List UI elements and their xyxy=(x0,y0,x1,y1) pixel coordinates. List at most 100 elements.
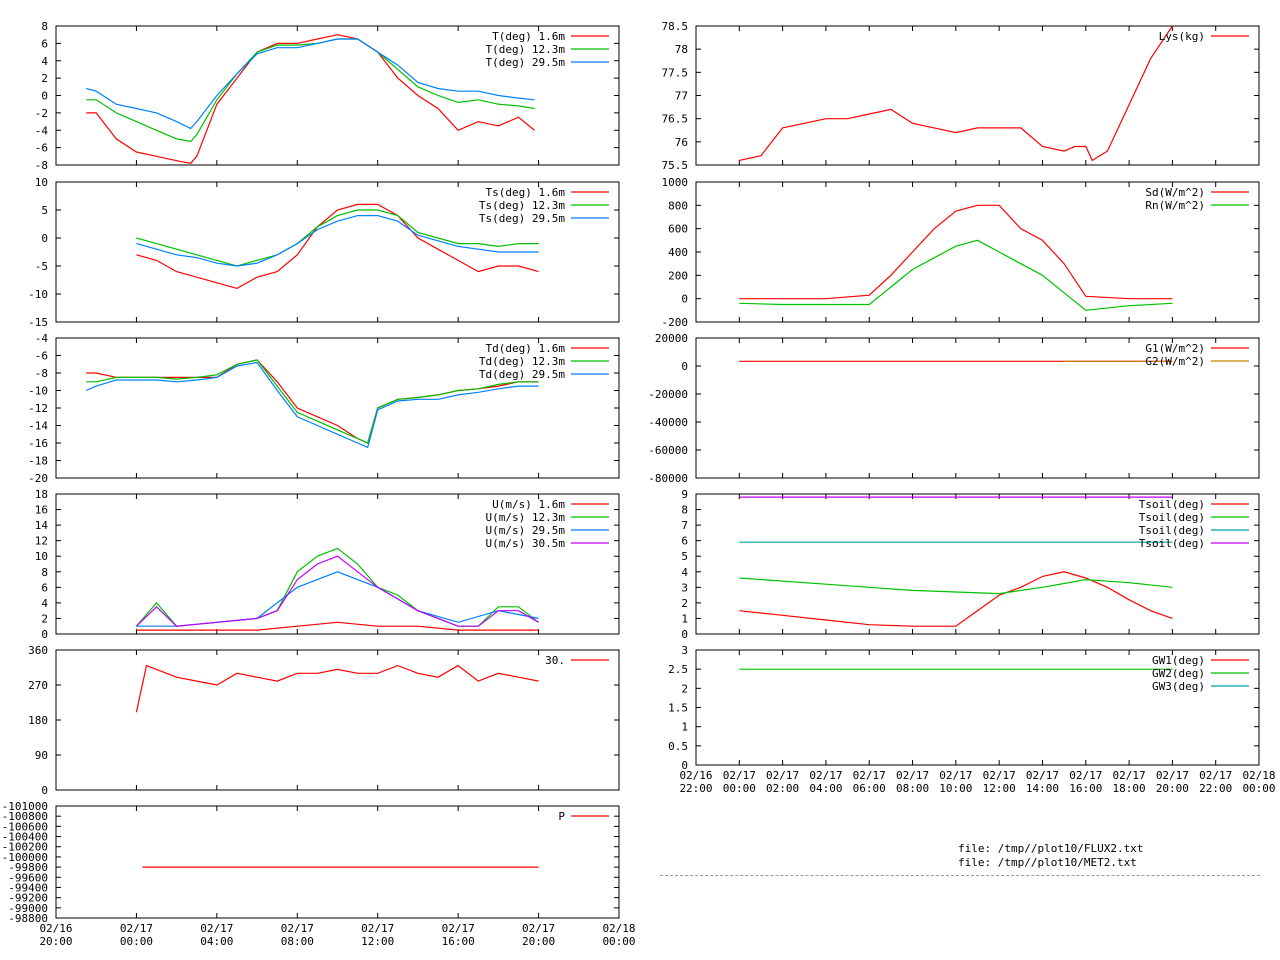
x-tick-label: 22:00 xyxy=(679,782,712,795)
y-tick-label: -10 xyxy=(28,385,48,398)
legend-label: U(m/s) 12.3m xyxy=(486,511,566,524)
y-tick-label: 0.5 xyxy=(668,740,688,753)
x-tick-label: 00:00 xyxy=(120,935,153,948)
legend-label: GW3(deg) xyxy=(1152,680,1205,693)
y-tick-label: -15 xyxy=(28,316,48,329)
legend-label: Tsoil(deg) xyxy=(1139,511,1205,524)
x-tick-label: 02/17 xyxy=(723,769,756,782)
series-line xyxy=(136,571,539,627)
file-label-met: file: /tmp//plot10/MET2.txt xyxy=(958,856,1137,869)
legend-label: GW1(deg) xyxy=(1152,654,1205,667)
y-tick-label: 9 xyxy=(681,488,688,501)
y-tick-label: -4 xyxy=(35,332,49,345)
plot-frame xyxy=(695,25,1260,166)
y-tick-label: -99200 xyxy=(8,892,48,905)
x-tick-label: 02/17 xyxy=(281,922,314,935)
x-tick-label: 16:00 xyxy=(442,935,475,948)
y-tick-label: 6 xyxy=(41,37,48,50)
y-tick-label: 0 xyxy=(41,90,48,103)
y-tick-label: -16 xyxy=(28,437,48,450)
y-tick-label: -60000 xyxy=(648,444,688,457)
x-tick-label: 14:00 xyxy=(1026,782,1059,795)
legend-label: Td(deg) 1.6m xyxy=(486,342,566,355)
y-tick-label: 1000 xyxy=(662,176,689,189)
series-line xyxy=(136,621,539,631)
y-tick-label: -5 xyxy=(35,260,48,273)
y-tick-label: 75.5 xyxy=(662,159,689,172)
x-tick-label: 02/17 xyxy=(361,922,394,935)
legend-label: U(m/s) 1.6m xyxy=(492,498,565,511)
y-tick-label: 3 xyxy=(681,644,688,657)
y-tick-label: -99800 xyxy=(8,861,48,874)
x-tick-label: 02/17 xyxy=(522,922,555,935)
x-tick-label: 00:00 xyxy=(1242,782,1275,795)
x-tick-label: 02/18 xyxy=(1242,769,1275,782)
x-tick-label: 12:00 xyxy=(361,935,394,948)
y-tick-label: 12 xyxy=(35,535,48,548)
y-tick-label: 77 xyxy=(675,90,688,103)
x-tick-label: 18:00 xyxy=(1113,782,1146,795)
y-tick-label: 200 xyxy=(668,269,688,282)
y-tick-label: 5 xyxy=(681,550,688,563)
y-tick-label: -99000 xyxy=(8,902,48,915)
x-tick-label: 02/16 xyxy=(679,769,712,782)
y-tick-label: -100200 xyxy=(2,841,48,854)
x-tick-label: 02/17 xyxy=(1199,769,1232,782)
series-line xyxy=(739,577,1173,595)
legend-label: Lys(kg) xyxy=(1159,30,1205,43)
plot-frame xyxy=(695,493,1260,635)
y-tick-label: 600 xyxy=(668,223,688,236)
x-tick-label: 02/18 xyxy=(602,922,635,935)
series-line xyxy=(86,34,535,164)
x-tick-label: 02/17 xyxy=(120,922,153,935)
y-tick-label: 800 xyxy=(668,199,688,212)
y-tick-label: -8 xyxy=(35,159,48,172)
legend-label: Tsoil(deg) xyxy=(1139,537,1205,550)
x-tick-label: 12:00 xyxy=(983,782,1016,795)
series-line xyxy=(136,203,539,290)
legend-label: Ts(deg) 1.6m xyxy=(486,186,566,199)
series-line xyxy=(135,555,539,627)
y-tick-label: 2.5 xyxy=(668,663,688,676)
y-tick-label: -2 xyxy=(35,107,48,120)
y-tick-label: 78 xyxy=(675,43,688,56)
series-line xyxy=(86,359,539,444)
plot-frame xyxy=(55,493,620,635)
series-line xyxy=(739,25,1173,162)
y-tick-label: 7 xyxy=(681,519,688,532)
x-tick-label: 20:00 xyxy=(522,935,555,948)
y-tick-label: -100800 xyxy=(2,810,48,823)
x-tick-label: 22:00 xyxy=(1199,782,1232,795)
series-line xyxy=(739,239,1173,311)
y-tick-label: -40000 xyxy=(648,416,688,429)
y-tick-label: 2 xyxy=(681,597,688,610)
plot-frame xyxy=(55,649,620,791)
y-tick-label: -10 xyxy=(28,288,48,301)
series-line xyxy=(86,38,535,143)
y-tick-label: 8 xyxy=(41,566,48,579)
y-tick-label: 270 xyxy=(28,679,48,692)
y-tick-label: -4 xyxy=(35,124,49,137)
y-tick-label: 8 xyxy=(681,504,688,517)
y-tick-label: 6 xyxy=(681,535,688,548)
y-tick-label: 77.5 xyxy=(662,66,689,79)
y-tick-label: 5 xyxy=(41,204,48,217)
x-tick-label: 02/17 xyxy=(200,922,233,935)
x-tick-label: 20:00 xyxy=(1156,782,1189,795)
x-tick-label: 04:00 xyxy=(809,782,842,795)
x-tick-label: 00:00 xyxy=(602,935,635,948)
series-line xyxy=(136,215,539,267)
y-tick-label: 2 xyxy=(41,72,48,85)
legend-label: Sd(W/m^2) xyxy=(1145,186,1205,199)
x-tick-label: 08:00 xyxy=(896,782,929,795)
x-tick-label: 00:00 xyxy=(723,782,756,795)
y-tick-label: -101000 xyxy=(2,800,48,813)
y-tick-label: -18 xyxy=(28,455,48,468)
plot-frame xyxy=(695,337,1260,479)
x-tick-label: 16:00 xyxy=(1069,782,1102,795)
legend-label: Ts(deg) 29.5m xyxy=(479,212,565,225)
y-tick-label: -99400 xyxy=(8,881,48,894)
legend-label: U(m/s) 30.5m xyxy=(486,537,566,550)
y-tick-label: 1 xyxy=(681,721,688,734)
